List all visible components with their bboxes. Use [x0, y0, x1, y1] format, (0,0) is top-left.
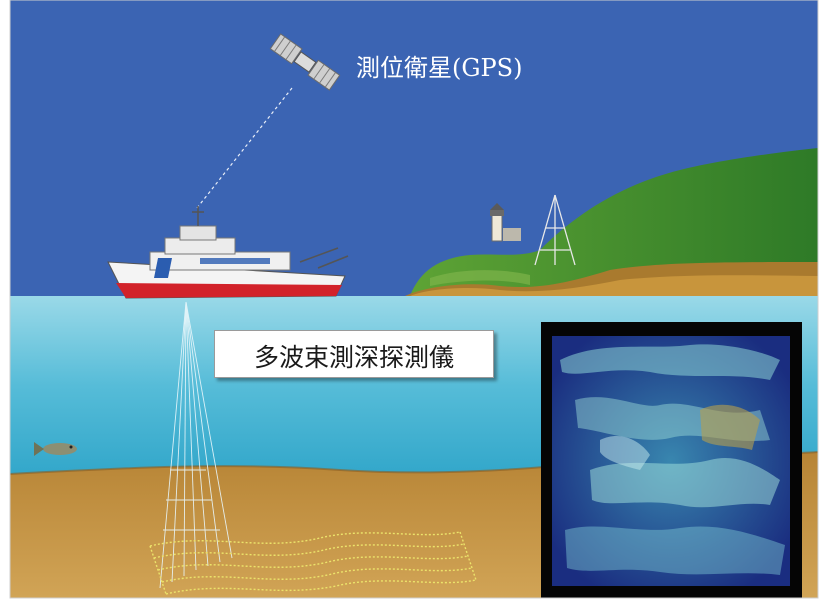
satellite-icon [269, 33, 341, 91]
survey-ship [107, 206, 349, 299]
sonar-beam [159, 301, 233, 589]
survey-swath [149, 531, 477, 595]
multibeam-echosounder-label: 多波束測深探測儀 [253, 343, 454, 372]
multibeam-label-box: 多波束測深探測儀 [214, 330, 494, 378]
bathymetry-image [541, 322, 802, 598]
gps-satellite-label: 測位衛星(GPS) [356, 54, 523, 82]
lighthouse [490, 203, 521, 242]
gps-tower [534, 194, 576, 266]
fish-icon [34, 442, 77, 456]
gps-signal [196, 87, 293, 209]
